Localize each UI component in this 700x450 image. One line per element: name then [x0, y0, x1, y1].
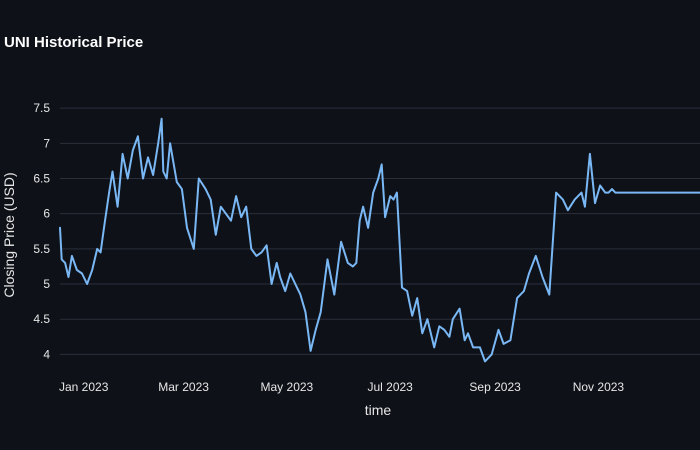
y-tick-label: 5 — [43, 277, 50, 291]
x-tick-label: Jan 2023 — [59, 380, 109, 394]
x-tick-label: Sep 2023 — [469, 380, 521, 394]
y-axis-title: Closing Price (USD) — [1, 172, 17, 297]
x-tick-label: Nov 2023 — [573, 380, 625, 394]
y-tick-label: 4 — [43, 347, 50, 361]
chart-title: UNI Historical Price — [4, 34, 144, 51]
y-tick-label: 6 — [43, 207, 50, 221]
x-tick-label: Jul 2023 — [367, 380, 413, 394]
x-tick-label: Mar 2023 — [158, 380, 209, 394]
y-tick-label: 7 — [43, 136, 50, 150]
x-tick-label: May 2023 — [261, 380, 314, 394]
price-series-line — [59, 117, 700, 363]
y-tick-label: 4.5 — [33, 312, 50, 326]
y-tick-labels: 4 4.5 5 5.5 6 6.5 7 7.5 — [33, 101, 50, 361]
y-tick-label: 5.5 — [33, 242, 50, 256]
gridlines — [60, 107, 700, 355]
x-axis-title: time — [365, 402, 392, 418]
y-tick-label: 6.5 — [33, 172, 50, 186]
x-tick-labels: Jan 2023 Mar 2023 May 2023 Jul 2023 Sep 2023… — [59, 380, 624, 394]
y-tick-label: 7.5 — [33, 101, 50, 115]
